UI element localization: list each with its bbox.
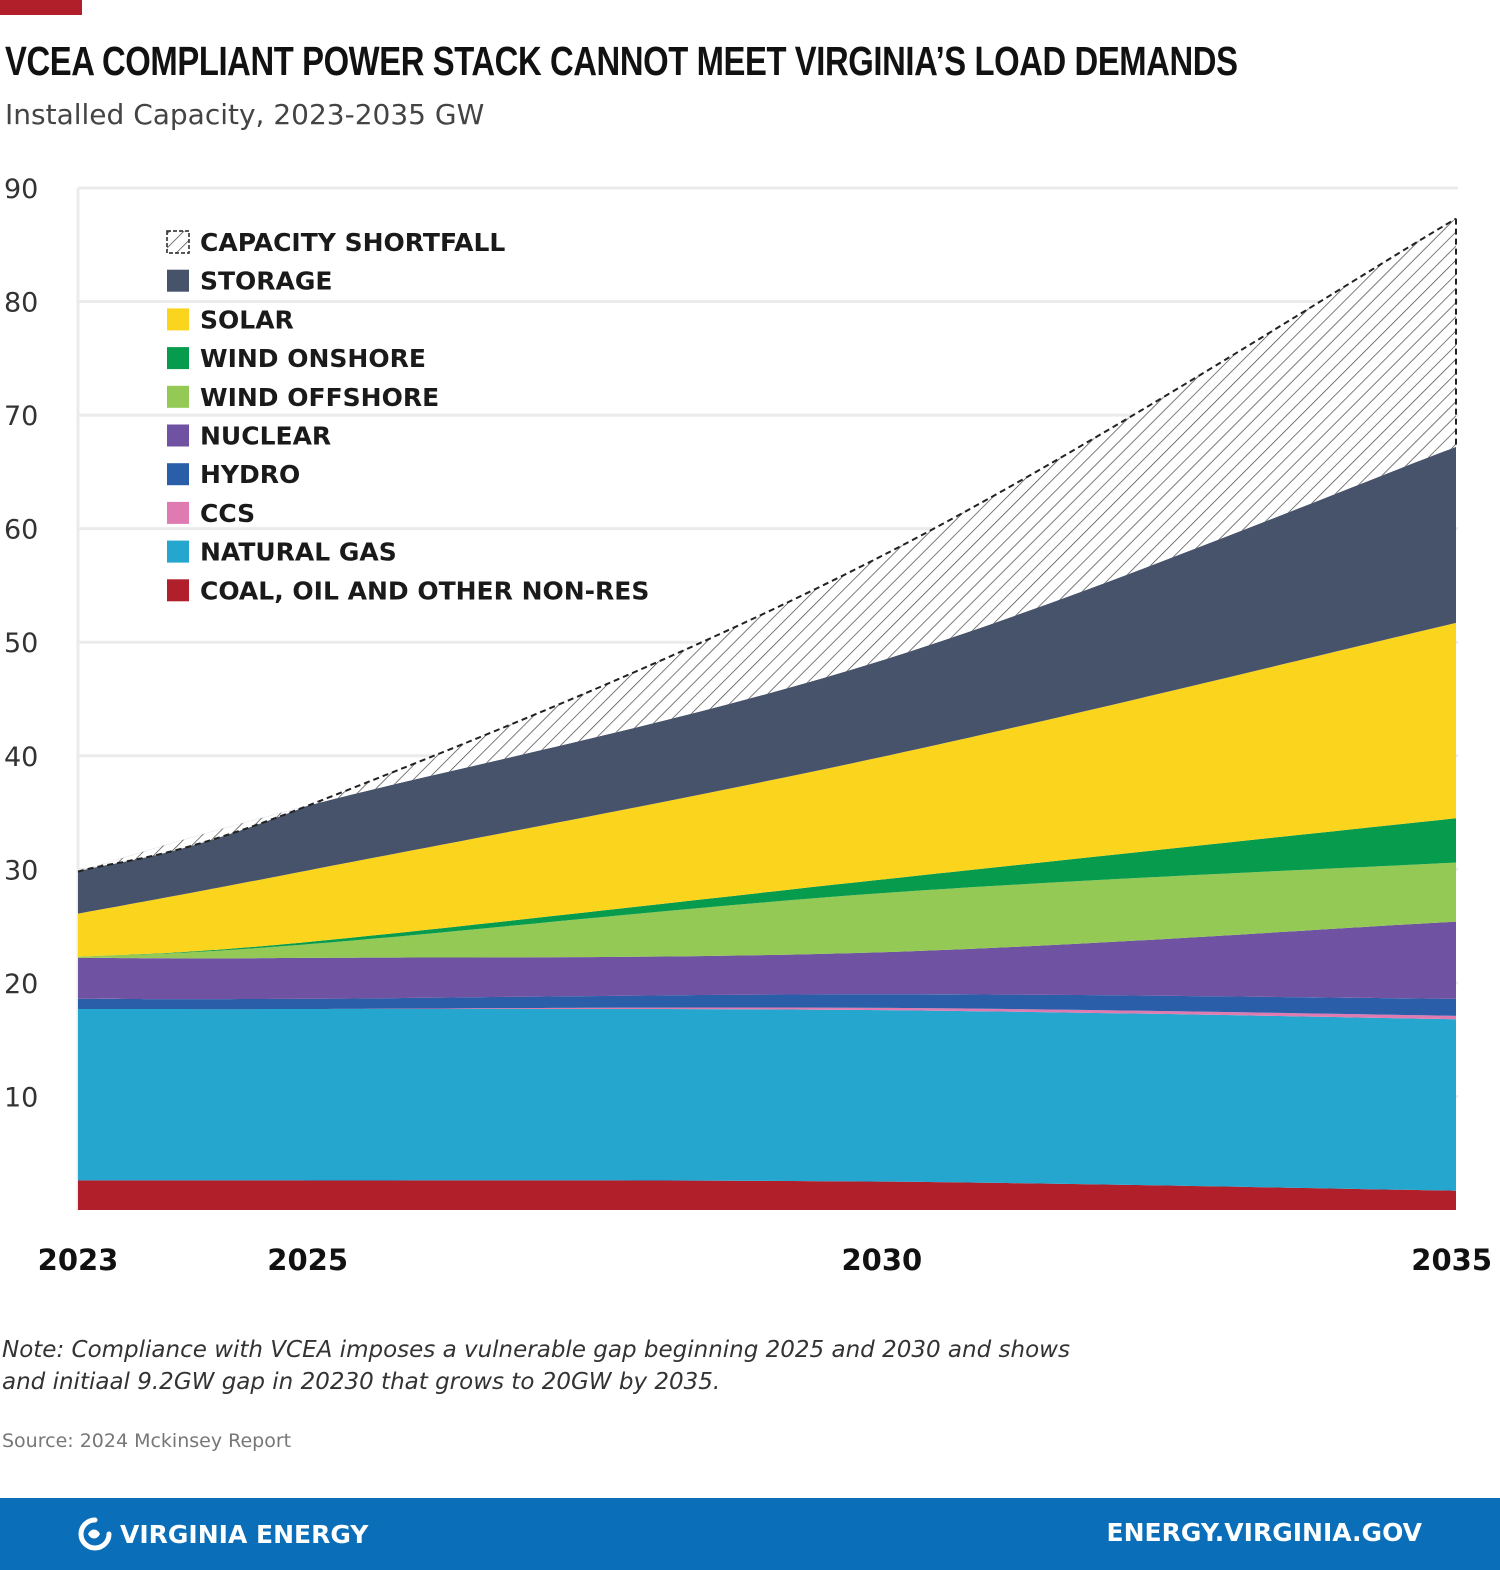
y-tick-30: 30	[4, 855, 38, 886]
legend: CAPACITY SHORTFALL STORAGE SOLAR WIND ONSHO…	[166, 228, 649, 605]
legend-label-coal-oil-and-other-non-res: COAL, OIL AND OTHER NON-RES	[200, 576, 649, 605]
virginia-energy-logo-icon	[78, 1517, 112, 1551]
legend-item-nuclear: NUCLEAR	[167, 422, 331, 451]
area-natural-gas	[78, 1008, 1456, 1191]
legend-item-capacity-shortfall: CAPACITY SHORTFALL	[166, 228, 505, 257]
legend-swatch-wind-onshore	[167, 347, 189, 370]
legend-item-natural-gas: NATURAL GAS	[167, 538, 397, 567]
area-coal-oil-and-other-non-res	[78, 1180, 1456, 1210]
area-nuclear	[78, 921, 1456, 1000]
y-tick-50: 50	[4, 628, 38, 659]
area-layers	[77, 217, 1457, 1210]
legend-label-natural-gas: NATURAL GAS	[200, 538, 397, 567]
accent-bar	[0, 0, 82, 15]
legend-swatch-wind-offshore	[167, 385, 189, 408]
legend-item-wind-onshore: WIND ONSHORE	[167, 344, 426, 373]
footer-bar: VIRGINIA ENERGY ENERGY.VIRGINIA.GOV	[0, 1498, 1500, 1570]
y-tick-60: 60	[4, 515, 38, 546]
area-hydro	[78, 994, 1456, 1016]
legend-label-ccs: CCS	[200, 499, 255, 528]
brand-logo[interactable]: VIRGINIA ENERGY	[78, 1517, 368, 1551]
y-tick-40: 40	[4, 742, 38, 773]
y-axis-ticks: 10 20 30 40 50 60 70 80 90	[4, 174, 38, 1113]
legend-label-capacity-shortfall: CAPACITY SHORTFALL	[200, 228, 505, 257]
legend-swatch-ccs	[167, 501, 189, 524]
x-tick-2030: 2030	[841, 1243, 922, 1277]
x-tick-2023: 2023	[38, 1243, 119, 1277]
legend-swatch-solar	[167, 308, 189, 331]
y-tick-90: 90	[4, 174, 38, 205]
legend-item-solar: SOLAR	[167, 305, 294, 334]
legend-swatch-hydro	[167, 463, 189, 486]
x-tick-2035: 2035	[1411, 1243, 1492, 1277]
legend-item-coal-oil-and-other-non-res: COAL, OIL AND OTHER NON-RES	[167, 576, 649, 605]
legend-label-nuclear: NUCLEAR	[200, 422, 331, 451]
area-ccs	[78, 1007, 1456, 1020]
legend-label-hydro: HYDRO	[200, 460, 300, 489]
legend-item-wind-offshore: WIND OFFSHORE	[167, 383, 439, 412]
brand-name: VIRGINIA ENERGY	[120, 1519, 369, 1549]
legend-label-storage: STORAGE	[200, 267, 333, 296]
area-capacity-shortfall	[78, 218, 1456, 872]
area-wind-offshore	[78, 862, 1456, 959]
legend-swatch-storage	[167, 269, 189, 292]
chart-note: Note: Compliance with VCEA imposes a vul…	[2, 1337, 1070, 1395]
chart-title: VCEA COMPLIANT POWER STACK CANNOT MEET V…	[5, 38, 1238, 84]
y-tick-20: 20	[4, 969, 38, 1000]
legend-swatch-nuclear	[167, 424, 189, 447]
legend-item-ccs: CCS	[167, 499, 255, 528]
shortfall-dashed-edge	[77, 217, 1457, 873]
x-tick-2025: 2025	[267, 1243, 348, 1277]
legend-label-wind-offshore: WIND OFFSHORE	[200, 383, 439, 412]
legend-item-hydro: HYDRO	[167, 460, 300, 489]
legend-swatch-capacity-shortfall	[166, 230, 190, 254]
legend-swatch-natural-gas	[167, 540, 189, 563]
y-tick-70: 70	[4, 401, 38, 432]
website-link[interactable]: ENERGY.VIRGINIA.GOV	[1106, 1518, 1422, 1547]
chart-subtitle: Installed Capacity, 2023-2035 GW	[5, 98, 485, 131]
legend-label-wind-onshore: WIND ONSHORE	[200, 344, 426, 373]
area-solar	[78, 622, 1456, 957]
source-text: Source: 2024 Mckinsey Report	[2, 1430, 292, 1452]
legend-label-solar: SOLAR	[200, 305, 294, 334]
y-tick-80: 80	[4, 288, 38, 319]
y-tick-10: 10	[4, 1082, 38, 1113]
legend-item-storage: STORAGE	[167, 267, 333, 296]
x-axis-ticks: 2023 2025 2030 2035	[38, 1243, 1492, 1277]
legend-swatch-coal-oil-and-other-non-res	[167, 579, 189, 602]
area-storage	[78, 446, 1456, 914]
